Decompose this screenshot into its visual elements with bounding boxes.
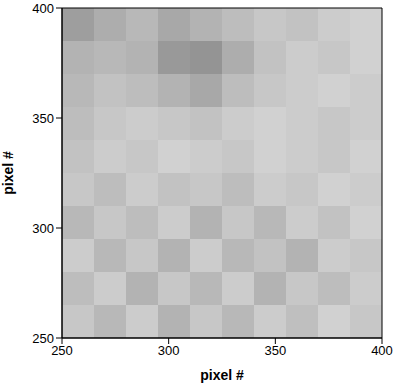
svg-text:300: 300 xyxy=(32,221,54,236)
svg-text:350: 350 xyxy=(264,343,286,358)
svg-text:pixel #: pixel # xyxy=(200,367,244,383)
svg-text:250: 250 xyxy=(51,343,73,358)
svg-text:400: 400 xyxy=(371,343,393,358)
svg-text:300: 300 xyxy=(158,343,180,358)
svg-text:350: 350 xyxy=(32,111,54,126)
svg-text:pixel #: pixel # xyxy=(0,151,16,195)
svg-text:250: 250 xyxy=(32,331,54,346)
svg-text:400: 400 xyxy=(32,1,54,16)
